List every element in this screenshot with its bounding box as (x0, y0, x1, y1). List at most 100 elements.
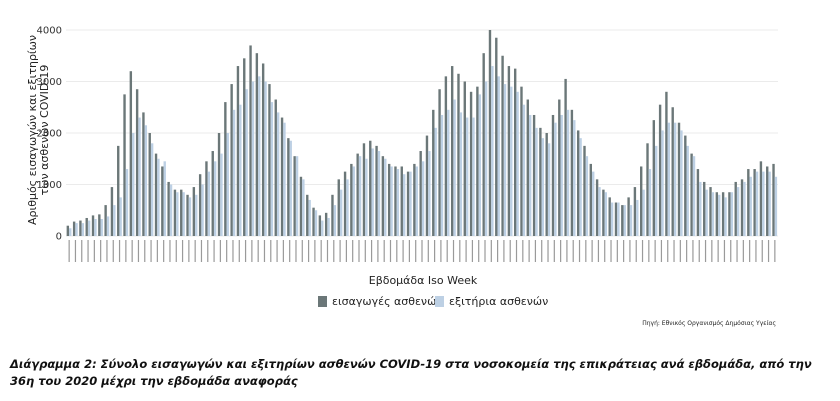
bar-admissions (337, 179, 340, 236)
bar-admissions (249, 45, 252, 237)
bar-admissions (369, 140, 372, 236)
x-tick-label (522, 240, 524, 262)
covid-admissions-chart: 0 1000 2000 3000 4000 Αριθμός εισαγωγών και … (26, 25, 778, 327)
x-tick-label (326, 240, 329, 262)
bar-admissions (394, 166, 397, 236)
x-tick-label (93, 240, 95, 262)
bar-discharges (169, 184, 173, 236)
bar-admissions (539, 127, 542, 236)
bar-admissions (142, 112, 145, 236)
x-tick-label (345, 240, 347, 262)
x-tick-label (761, 240, 763, 262)
legend-swatch-admissions (318, 296, 327, 307)
bar-discharges (610, 202, 614, 236)
bar-discharges (692, 156, 696, 236)
bar-discharges (119, 197, 122, 236)
x-tick-label (490, 240, 492, 262)
bar-discharges (270, 102, 274, 236)
x-tick-label (698, 240, 700, 262)
bar-discharges (724, 197, 727, 236)
bar-admissions (589, 163, 592, 236)
x-tick-label (704, 240, 707, 262)
bar-discharges (314, 210, 318, 236)
bar-discharges (295, 156, 299, 236)
bar-discharges (528, 114, 532, 236)
bar-discharges (157, 158, 160, 236)
bar-discharges (390, 166, 393, 236)
bar-admissions (173, 189, 177, 236)
bar-admissions (740, 179, 744, 236)
bar-discharges (182, 192, 185, 236)
bar-admissions (608, 197, 611, 236)
x-tick-label (654, 240, 656, 262)
bar-discharges (573, 120, 576, 236)
x-tick-label (679, 240, 681, 262)
bar-admissions (747, 169, 750, 236)
bar-discharges (232, 109, 236, 236)
bar-admissions (79, 220, 82, 236)
x-tick-label (553, 240, 555, 262)
bar-discharges (591, 171, 595, 236)
bar-admissions (715, 192, 719, 236)
bar-admissions (387, 163, 391, 236)
bar-discharges (113, 205, 116, 236)
x-tick-label (307, 240, 310, 262)
y-tick-label: 0 (56, 232, 62, 243)
bar-discharges (258, 76, 261, 236)
x-tick-label (238, 240, 240, 262)
bars (66, 30, 778, 237)
bar-admissions (413, 163, 416, 236)
bar-discharges (655, 145, 658, 236)
bar-discharges (276, 112, 280, 236)
bar-admissions (110, 187, 114, 236)
bar-discharges (699, 181, 702, 236)
bar-discharges (705, 189, 708, 236)
bar-discharges (749, 176, 752, 236)
bar-discharges (497, 76, 500, 236)
bar-admissions (602, 189, 605, 236)
x-tick-label (767, 240, 770, 262)
bar-admissions (419, 151, 422, 236)
x-tick-label (87, 240, 89, 262)
bar-discharges (150, 143, 154, 236)
bar-admissions (167, 181, 170, 236)
x-tick-label (749, 240, 751, 262)
x-tick-label (566, 240, 568, 262)
x-tick-label (194, 240, 196, 262)
x-tick-label (144, 240, 146, 262)
bar-admissions (532, 114, 536, 236)
bar-discharges (352, 166, 355, 236)
bar-discharges (510, 86, 513, 237)
bar-discharges (245, 89, 248, 236)
y-tick-label: 4000 (37, 26, 62, 37)
bar-admissions (621, 205, 624, 236)
x-tick-label (452, 240, 455, 262)
bar-admissions (306, 194, 309, 236)
x-tick-label (686, 240, 688, 262)
bar-admissions (772, 163, 775, 236)
y-tick-label: 2000 (37, 129, 62, 140)
bar-discharges (440, 114, 444, 236)
bar-admissions (658, 104, 662, 236)
x-tick-label (730, 240, 732, 262)
bar-discharges (604, 192, 607, 236)
x-tick-label (81, 240, 83, 262)
bar-discharges (69, 228, 72, 236)
bar-admissions (721, 192, 725, 236)
bar-admissions (457, 73, 460, 237)
x-tick-label (219, 240, 221, 262)
bar-admissions (192, 187, 196, 236)
bar-discharges (94, 219, 97, 236)
bar-discharges (623, 205, 626, 236)
bar-discharges (743, 181, 746, 236)
bar-discharges (478, 94, 481, 236)
bar-admissions (217, 133, 221, 236)
x-tick-label (736, 240, 738, 262)
figure-caption: Διάγραμμα 2: Σύνολο εισαγωγών και εξιτηρ… (10, 357, 812, 388)
bar-admissions (148, 133, 151, 236)
bar-discharges (106, 216, 110, 236)
bar-discharges (554, 122, 557, 236)
bar-admissions (476, 86, 479, 237)
bar-discharges (453, 99, 456, 237)
bar-admissions (205, 161, 208, 236)
